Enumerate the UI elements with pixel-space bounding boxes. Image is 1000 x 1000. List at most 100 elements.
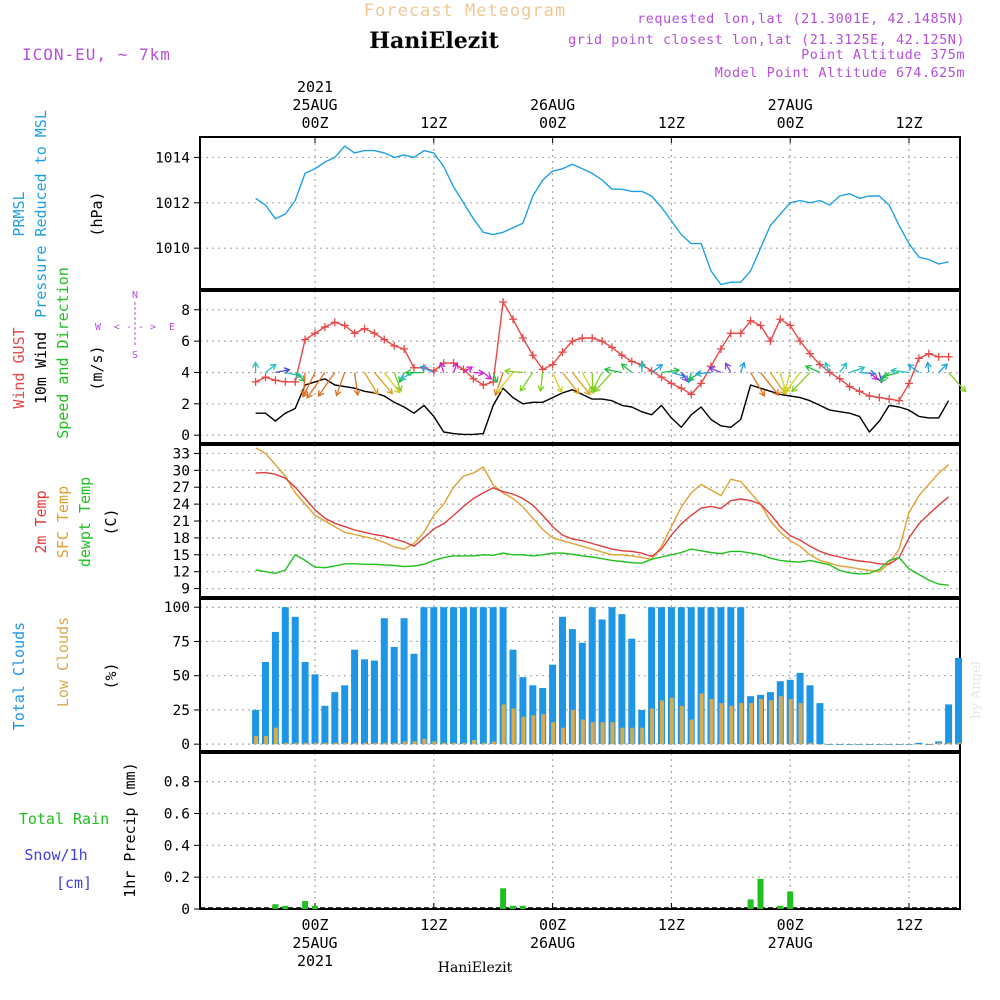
wind-arrow (552, 372, 563, 393)
wind-arrow (824, 362, 831, 373)
low-clouds-bar (907, 744, 912, 745)
total-clouds-bar (430, 607, 438, 745)
precip-axis-label: 1hr Precip (mm) (121, 762, 139, 897)
clouds-unit-label: (%) (102, 662, 120, 689)
wind-arrow-head (252, 361, 260, 368)
gridpoint-coords: grid point closest lon,lat (21.3125E, 42… (568, 32, 965, 48)
total-clouds-bar (291, 616, 299, 745)
sfc-temp-line (255, 447, 950, 573)
low-clouds-bar (561, 727, 565, 745)
wind-arrow (492, 372, 498, 383)
temp-unit-label: (C) (102, 508, 120, 535)
low-clouds-bar (580, 719, 585, 745)
bottom-time-tick: 00Z (539, 916, 566, 934)
total-clouds-bar (380, 618, 388, 745)
bottom-time-tick: 00Z (301, 916, 328, 934)
y-tick-label: 2 (181, 397, 190, 413)
rain-bar (747, 899, 754, 909)
total-clouds-bar (816, 703, 824, 745)
low-clouds-bar (254, 735, 259, 745)
2m-temp-label: 2m Temp (32, 490, 50, 553)
snow-label: Snow/1h (24, 846, 87, 864)
top-date-label: 26AUG (530, 96, 575, 114)
wind-arrow-head (673, 367, 681, 375)
wind-arrow-head (858, 365, 866, 373)
wind-arrow-head (519, 385, 526, 392)
wind-speed-dir-label: Speed and Direction (54, 267, 72, 439)
compass-s: S (132, 350, 138, 361)
wind-arrow-head (269, 363, 277, 371)
total-clouds-bar (370, 660, 378, 745)
pressure-name-label: PRMSL (10, 191, 28, 236)
total-clouds-bar (638, 709, 646, 745)
total-clouds-bar (568, 629, 576, 745)
total-clouds-bar (687, 607, 695, 745)
wind-arrow (473, 371, 484, 374)
wind-arrow (594, 372, 613, 392)
top-time-tick: 12Z (658, 114, 685, 132)
low-clouds-bar (858, 744, 862, 745)
y-tick-label: 50 (173, 669, 190, 685)
wind-arrow (591, 372, 594, 392)
low-clouds-bar (719, 703, 724, 745)
low-clouds-bar (372, 742, 377, 745)
wind-arrow (948, 372, 966, 392)
wind-arrow (439, 362, 445, 373)
low-clouds-bar (442, 742, 447, 745)
low-clouds-bar (749, 703, 754, 745)
dewpt-temp-label: dewpt Temp (76, 477, 94, 567)
rain-bar (500, 888, 507, 909)
wind-arrow-head (840, 362, 848, 370)
total-clouds-label: Total Clouds (10, 622, 28, 730)
low-clouds-bar (679, 705, 684, 745)
y-tick-label: 75 (173, 634, 190, 650)
bottom-date-label: 25AUG (292, 934, 337, 952)
wind-arrow (302, 372, 316, 398)
wind-10m-line (255, 378, 950, 436)
top-date-label: 27AUG (768, 96, 813, 114)
total-clouds-bar (341, 685, 349, 745)
total-clouds-bar (549, 664, 557, 745)
rain-bar (272, 904, 279, 909)
wind-arrow-head (419, 365, 427, 372)
wind-arrow-head (879, 375, 887, 383)
bottom-year-label: 2021 (297, 952, 333, 970)
total-clouds-bar (420, 607, 428, 745)
wind-arrow-head (708, 366, 716, 373)
low-clouds-bar (630, 727, 635, 745)
total-clouds-bar (400, 618, 408, 745)
wind-arrow (463, 366, 473, 374)
wind-arrow (805, 365, 821, 374)
wind-arrow-head (739, 361, 746, 369)
wind-arrow (420, 366, 435, 374)
low-clouds-bar (293, 742, 298, 745)
y-tick-label: 6 (181, 334, 190, 350)
low-clouds-bar (798, 703, 803, 745)
low-clouds-bar (729, 705, 734, 745)
total-clouds-bar (915, 742, 923, 745)
total-clouds-bar (440, 607, 448, 745)
wind-arrow (849, 366, 865, 374)
total-clouds-bar (311, 674, 319, 745)
low-clouds-bar (897, 744, 902, 745)
low-clouds-bar (788, 699, 793, 745)
wind-arrow (496, 372, 514, 393)
rain-bar (312, 905, 318, 909)
low-clouds-bar (541, 714, 546, 745)
low-clouds-bar (551, 722, 556, 745)
low-clouds-bar (382, 742, 387, 745)
low-clouds-bar (323, 742, 328, 745)
total-clouds-bar (955, 657, 962, 745)
wind-arrow (784, 372, 801, 393)
low-clouds-bar (650, 708, 655, 745)
total-clouds-bar (935, 741, 943, 745)
top-time-tick: 00Z (539, 114, 566, 132)
wind-arrow-head (656, 364, 664, 371)
wind-10m-label: 10m Wind (32, 332, 50, 404)
total-clouds-bar (519, 677, 527, 745)
wind-arrow (561, 372, 580, 395)
y-tick-label: 12 (173, 565, 190, 581)
wind-arrow (505, 370, 523, 374)
wind-arrow-head (959, 385, 967, 393)
wind-arrow (709, 367, 722, 374)
